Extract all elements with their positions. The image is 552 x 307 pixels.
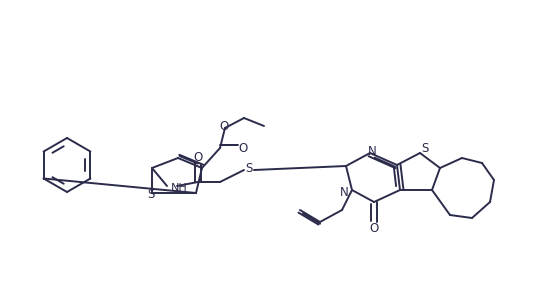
Text: N: N (339, 185, 348, 199)
Text: S: S (421, 142, 429, 154)
Text: N: N (368, 145, 376, 157)
Text: S: S (147, 188, 155, 201)
Text: O: O (219, 119, 229, 133)
Text: O: O (238, 142, 248, 154)
Text: S: S (245, 161, 253, 174)
Text: NH: NH (171, 183, 188, 193)
Text: O: O (369, 221, 379, 235)
Text: O: O (193, 150, 203, 164)
